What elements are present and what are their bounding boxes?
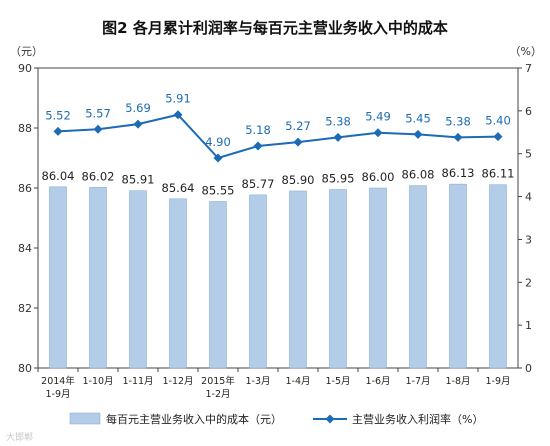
line-value-label: 5.38	[445, 114, 471, 128]
line-point	[93, 124, 103, 134]
left-tick-label: 80	[18, 362, 32, 375]
legend-line-marker	[325, 414, 335, 424]
line-value-label: 5.57	[85, 106, 111, 120]
bar-value-label: 86.11	[482, 167, 515, 181]
line-value-label: 5.38	[325, 114, 351, 128]
x-tick-label: 1-12月	[162, 376, 193, 387]
left-tick-label: 90	[18, 62, 32, 75]
bar	[249, 194, 267, 369]
bar-value-label: 85.77	[242, 177, 275, 191]
bar	[489, 184, 507, 369]
line-point	[213, 153, 223, 163]
bar-value-label: 85.90	[282, 173, 315, 187]
x-tick-label: 1-5月	[325, 376, 350, 387]
bar	[369, 187, 387, 369]
line-value-label: 5.45	[405, 111, 431, 125]
right-tick-label: 2	[525, 276, 532, 289]
legend: 每百元主营业务收入中的成本（元） 主营业务收入利润率（%）	[69, 412, 483, 426]
bar-value-label: 85.55	[202, 184, 235, 198]
left-tick-label: 84	[18, 242, 32, 255]
line-point	[493, 132, 503, 142]
bar-series: 86.04 86.02 85.91 85.64 85.55 85.77 85.90 85.95…	[42, 166, 515, 369]
line-point	[293, 137, 303, 147]
line-point	[173, 110, 183, 120]
right-tick-label: 5	[525, 148, 532, 161]
bar-value-label: 86.00	[362, 170, 395, 184]
x-tick-label: 2014年	[41, 375, 75, 387]
x-tick-label: 1-10月	[82, 376, 113, 387]
line-point	[53, 126, 63, 136]
x-tick-label: 1-3月	[245, 376, 270, 387]
legend-bar-label: 每百元主营业务收入中的成本（元）	[106, 412, 282, 426]
line-value-label: 5.27	[285, 119, 311, 133]
right-tick-label: 0	[525, 362, 532, 375]
line-value-label: 5.40	[485, 114, 511, 128]
left-tick-label: 88	[18, 122, 32, 135]
watermark: 大邯郸	[6, 431, 33, 443]
line-value-label: 5.49	[365, 110, 391, 124]
bar-value-label: 86.02	[82, 169, 115, 183]
left-tick-label: 82	[18, 302, 32, 315]
bar	[49, 186, 67, 369]
x-tick-label: 1-9月	[45, 389, 70, 400]
chart-title: 图2 各月累计利润率与每百元主营业务收入中的成本	[102, 19, 448, 37]
bar	[409, 185, 427, 369]
line-point	[373, 128, 383, 138]
right-axis-unit: （%）	[510, 45, 542, 58]
x-tick-label: 1-7月	[405, 376, 430, 387]
bar-value-label: 86.08	[402, 168, 435, 182]
right-tick-label: 1	[525, 319, 532, 332]
bar-value-label: 85.91	[122, 173, 155, 187]
bar	[89, 187, 107, 369]
line-point	[333, 132, 343, 142]
right-tick-label: 7	[525, 62, 532, 75]
left-tick-label: 86	[18, 182, 32, 195]
bar-value-label: 86.13	[442, 166, 475, 180]
line-value-label: 5.91	[165, 92, 191, 106]
profit-rate-line	[57, 113, 499, 160]
bar-value-label: 85.64	[162, 181, 195, 195]
bar	[449, 183, 467, 369]
line-value-label: 5.69	[125, 101, 151, 115]
x-axis-labels: 2014年 1-9月 1-10月 1-11月 1-12月 2015年 1-2月 1-3月 1-4…	[37, 368, 511, 400]
bar	[129, 190, 147, 369]
legend-line-label: 主营业务收入利润率（%）	[352, 412, 483, 426]
line-value-label: 5.52	[45, 108, 71, 122]
x-tick-label: 1-6月	[365, 376, 390, 387]
line-point	[413, 129, 423, 139]
right-tick-label: 3	[525, 233, 532, 246]
legend-bar-swatch	[69, 412, 101, 425]
line-value-label: 5.18	[245, 123, 271, 137]
x-tick-label: 1-11月	[122, 376, 153, 387]
line-point	[453, 132, 463, 142]
right-tick-label: 6	[525, 105, 532, 118]
bar	[289, 190, 307, 369]
x-tick-label: 1-9月	[485, 376, 510, 387]
line-value-label: 4.90	[205, 135, 231, 149]
bar	[169, 198, 187, 369]
left-axis-unit: （元）	[10, 45, 43, 58]
bar	[329, 189, 347, 369]
x-tick-label: 1-4月	[285, 376, 310, 387]
line-series: 5.52 5.57 5.69 5.91 4.90 5.18 5.27 5.38 5.49 5.45…	[45, 92, 511, 163]
x-tick-label: 2015年	[201, 375, 235, 387]
line-point	[133, 119, 143, 129]
bar	[209, 201, 227, 369]
bar-value-label: 85.95	[322, 172, 355, 186]
line-point	[253, 141, 263, 151]
right-tick-label: 4	[525, 191, 532, 204]
x-tick-label: 1-2月	[205, 389, 230, 400]
bar-value-label: 86.04	[42, 169, 75, 183]
x-tick-label: 1-8月	[445, 376, 470, 387]
